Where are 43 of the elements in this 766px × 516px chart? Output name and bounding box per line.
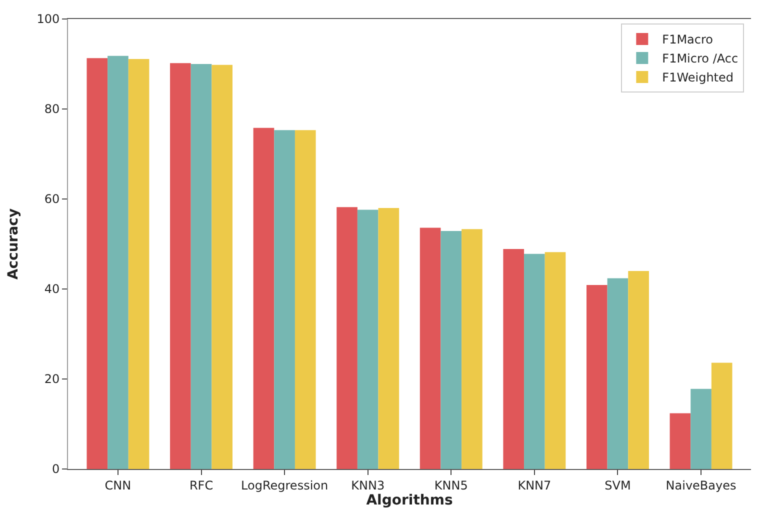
- bar: [462, 229, 482, 469]
- bar: [711, 362, 732, 469]
- bar: [336, 207, 358, 469]
- y-tick-label: 100: [36, 12, 60, 26]
- x-tick-label: KNN7: [518, 478, 552, 492]
- bar: [253, 128, 274, 469]
- legend-label: F1Weighted: [662, 70, 734, 85]
- bar: [212, 64, 232, 469]
- bar: [357, 210, 378, 469]
- bar: [108, 56, 128, 469]
- y-tick-label: 20: [44, 372, 60, 386]
- y-tick-label: 80: [44, 102, 60, 116]
- bar: [274, 130, 295, 469]
- bar: [670, 413, 691, 469]
- y-tick-label: 0: [52, 462, 60, 476]
- bar: [544, 252, 566, 469]
- y-tick-label: 60: [44, 192, 60, 206]
- x-tick-label: NaiveBayes: [666, 478, 736, 492]
- bar: [524, 254, 545, 469]
- y-axis-title: Accuracy: [5, 208, 22, 280]
- bar: [190, 64, 212, 469]
- bar: [378, 208, 400, 469]
- x-tick-label: CNN: [104, 478, 132, 492]
- bar: [503, 248, 524, 469]
- x-axis-title: Algorithms: [366, 492, 453, 508]
- legend-label: F1Micro /Acc: [662, 52, 738, 66]
- legend-label: F1Macro: [662, 32, 714, 47]
- bar: [607, 278, 628, 469]
- bar: [440, 230, 462, 469]
- x-tick-label: RFC: [189, 478, 214, 492]
- y-tick-label: 40: [44, 282, 60, 296]
- x-tick-label: KNN3: [351, 478, 385, 492]
- bar: [128, 59, 150, 469]
- bar: [690, 388, 712, 469]
- x-tick-label: LogRegression: [241, 478, 328, 492]
- bar: [170, 63, 191, 469]
- x-tick-label: SVM: [604, 478, 631, 492]
- bar: [294, 130, 316, 469]
- bar: [628, 271, 649, 469]
- bar: [86, 58, 108, 469]
- bar: [420, 228, 441, 469]
- x-tick-label: KNN5: [434, 478, 468, 492]
- bar: [586, 284, 608, 469]
